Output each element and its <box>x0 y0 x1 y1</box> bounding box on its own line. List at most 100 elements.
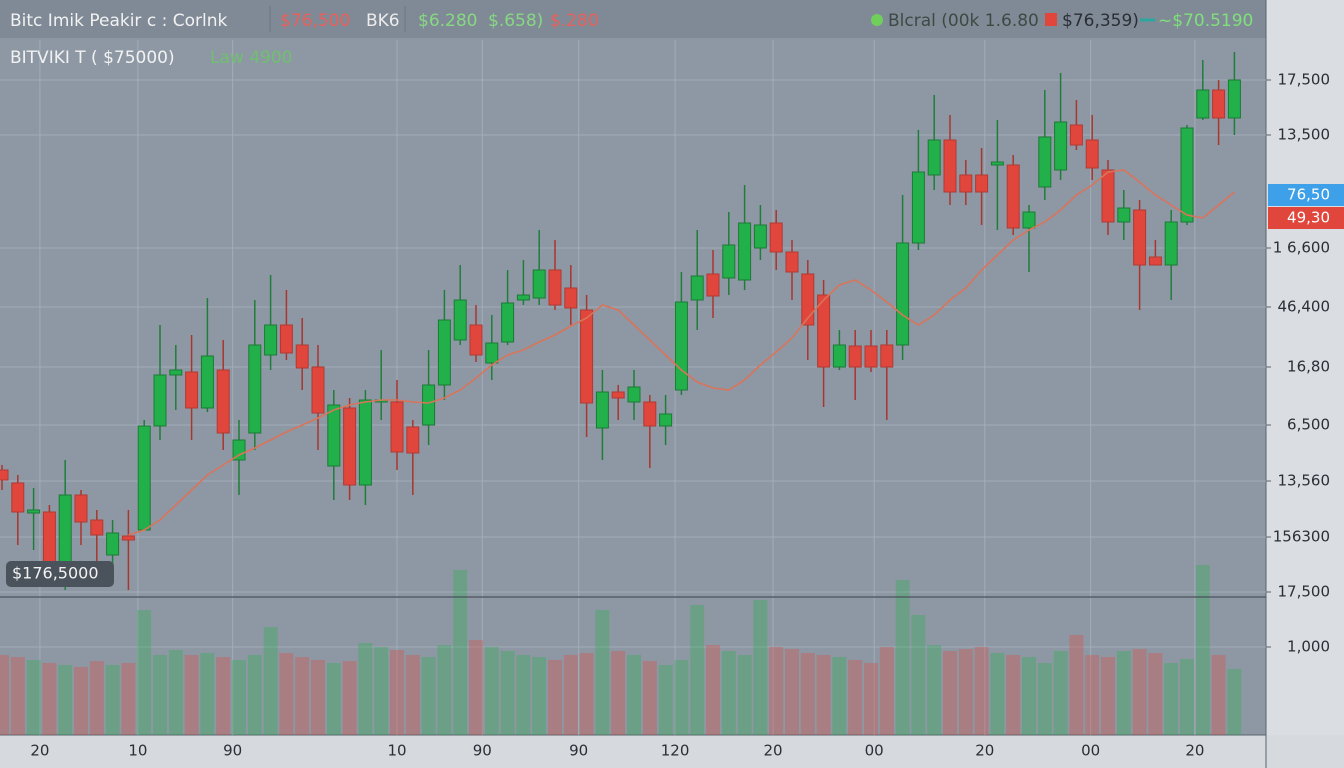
candle-body <box>74 494 88 523</box>
candle-body <box>311 366 325 414</box>
volume-bar <box>216 657 231 735</box>
candle-body <box>943 139 957 193</box>
volume-bar <box>832 657 847 735</box>
candle-body <box>769 222 783 253</box>
volume-bar <box>247 655 262 735</box>
volume-bar <box>295 657 310 735</box>
volume-bar <box>737 655 752 735</box>
candle-body <box>627 386 641 403</box>
volume-bar <box>232 660 246 735</box>
candle-body <box>216 369 230 434</box>
candle-body <box>121 535 135 541</box>
volume-bar <box>958 649 973 735</box>
volume-bar <box>1227 669 1242 735</box>
candle-body <box>1022 211 1036 229</box>
volume-bar <box>374 647 389 735</box>
candle-body <box>674 301 688 391</box>
candle-body <box>358 399 372 486</box>
header-text: $.280 <box>550 11 599 31</box>
volume-bar <box>563 655 578 735</box>
volume-bar <box>627 655 641 735</box>
candle-body <box>896 242 910 346</box>
header-text: $.658) <box>488 11 543 31</box>
candle-body <box>1227 79 1241 119</box>
subheader-text: Law 4900 <box>210 48 292 68</box>
volume-bar <box>974 647 989 735</box>
candle-body <box>1117 207 1131 223</box>
level-tag <box>6 561 114 587</box>
volume-bar <box>943 651 957 735</box>
moving-average <box>128 169 1235 536</box>
volume-bar <box>848 660 863 735</box>
volume-bar <box>279 653 294 735</box>
candle-body <box>1212 89 1226 119</box>
volume-bar <box>469 640 483 735</box>
volume-bar <box>1006 655 1021 735</box>
candle-body <box>753 224 767 249</box>
volume-bar <box>358 643 373 735</box>
y-tick-label: 6,500 <box>1287 416 1330 434</box>
candle-body <box>817 294 831 368</box>
candle-body <box>1069 124 1083 146</box>
candle-body <box>1148 256 1162 266</box>
header-text: $6.280 <box>418 11 477 31</box>
candle-body <box>90 519 104 536</box>
candle-body <box>580 309 594 404</box>
volume-bar <box>1180 659 1194 735</box>
header-text: Bitc Imik Peakir c : Corlnk <box>10 11 227 31</box>
volume-bar <box>595 610 610 735</box>
volume-bar <box>484 647 499 735</box>
volume-bar <box>1148 653 1163 735</box>
volume-bar <box>611 651 626 735</box>
volume-bar <box>721 651 736 735</box>
volume-bar <box>0 655 9 735</box>
volume-bar <box>42 663 57 735</box>
volume-bar <box>168 650 183 735</box>
candle-body <box>279 324 293 354</box>
volume-bar <box>405 655 420 735</box>
y-tick-label: 1 6,600 <box>1273 239 1330 257</box>
volume-bar <box>753 600 768 735</box>
candle-body <box>801 273 815 326</box>
y-tick-label: 13,500 <box>1278 126 1331 144</box>
volume-bar <box>1211 655 1226 735</box>
volume-bar <box>1053 651 1068 735</box>
volume-bar <box>532 657 547 735</box>
candle-body <box>106 532 120 556</box>
candle-body <box>200 355 214 409</box>
candle-body <box>58 494 72 563</box>
volume-bar <box>769 647 784 735</box>
volume-bar <box>816 655 831 735</box>
volume-bar <box>548 660 562 735</box>
level-tag-label: $176,5000 <box>12 564 99 583</box>
candle-body <box>643 401 657 427</box>
volume-bar <box>153 655 167 735</box>
volume-bar <box>658 665 673 735</box>
volume-bar <box>1164 663 1179 735</box>
candle-body <box>516 294 530 301</box>
candle-body <box>1085 139 1099 169</box>
candle-body <box>1133 209 1147 266</box>
volume-bar <box>990 653 1005 735</box>
volume-bar <box>184 655 199 735</box>
y-tick-label: 46,400 <box>1278 298 1331 316</box>
candle-body <box>738 222 752 281</box>
x-tick-label: 20 <box>975 742 994 760</box>
candle-body <box>564 287 578 309</box>
volume-bar <box>1195 565 1210 735</box>
volume-bar <box>10 657 25 735</box>
candle-body <box>864 345 878 368</box>
candle-body <box>911 171 925 244</box>
header-text: $76,500 <box>280 11 350 31</box>
candle-body <box>848 345 862 368</box>
y-tick-label: 1,000 <box>1287 638 1330 656</box>
volume-bar <box>690 605 705 735</box>
volume-bar <box>911 615 926 735</box>
price-tag-label: 76,50 <box>1287 186 1330 204</box>
x-tick-label: 90 <box>473 742 492 760</box>
candle-body <box>343 407 357 486</box>
volume-bar <box>579 653 594 735</box>
volume-bar <box>137 610 152 735</box>
volume-bar <box>706 645 720 735</box>
